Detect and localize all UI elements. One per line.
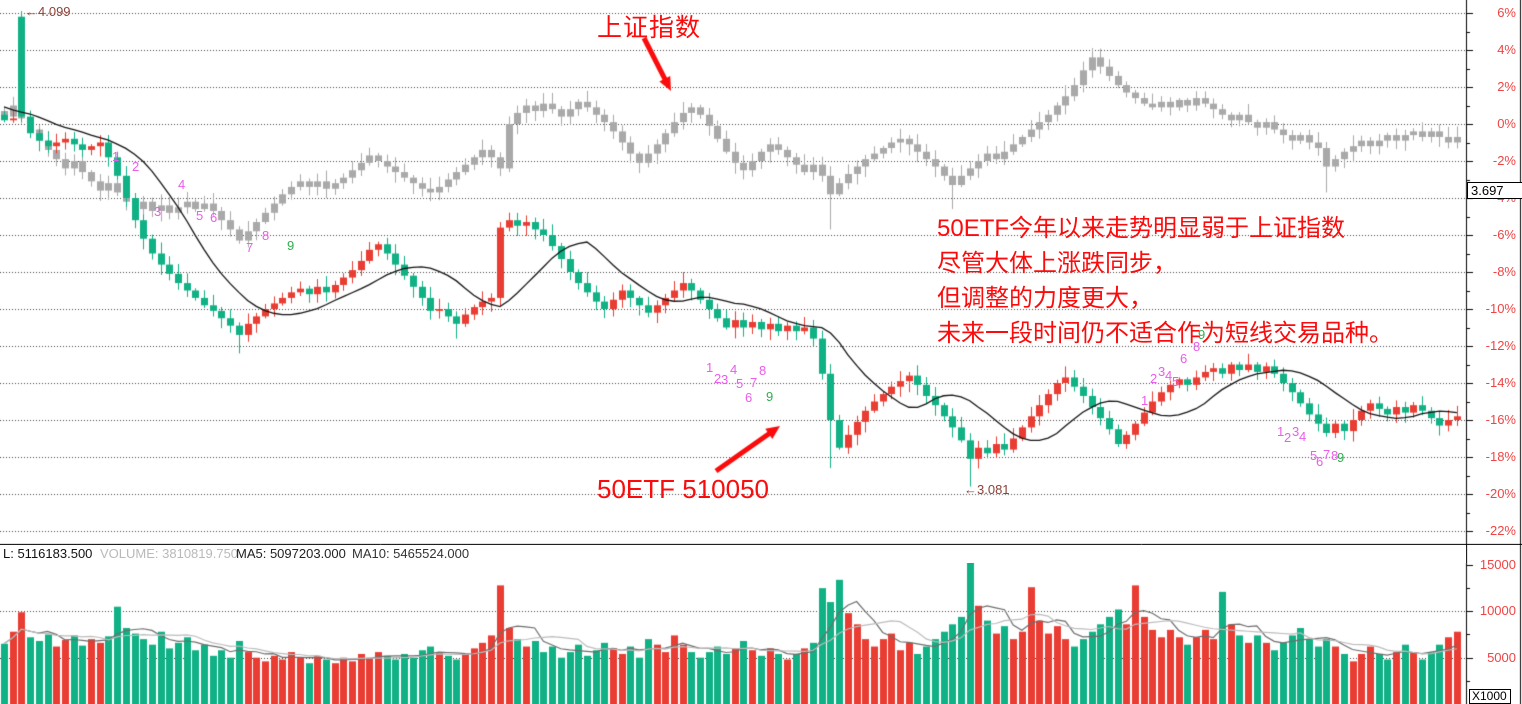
td9-marker-digit: 7: [750, 375, 758, 390]
commentary-block: 50ETF今年以来走势明显弱于上证指数 尽管大体上涨跌同步， 但调整的力度更大，…: [937, 211, 1393, 351]
td9-marker-digit: 2: [1284, 430, 1292, 445]
percent-tick-label: -12%: [1485, 338, 1516, 353]
percent-tick-label: -6%: [1492, 227, 1516, 242]
status-item: MA10: 5465524.000: [352, 546, 470, 561]
commentary-line: 未来一段时间仍不适合作为短线交易品种。: [937, 320, 1393, 347]
td9-marker-digit: 5: [196, 208, 204, 223]
td9-marker-digit: 2: [714, 371, 722, 386]
percent-tick-label: 6%: [1497, 5, 1516, 20]
percent-tick-label: -8%: [1492, 264, 1516, 279]
percent-tick-label: -14%: [1485, 375, 1516, 390]
percent-tick-label: 4%: [1497, 42, 1516, 57]
percent-tick-label: -10%: [1485, 301, 1516, 316]
td9-marker-digit: 3: [1292, 424, 1300, 439]
volume-tick-label: 5000: [1487, 649, 1516, 665]
td9-marker-nine: 9: [287, 238, 295, 253]
td9-marker-digit: 8: [262, 228, 270, 243]
status-bar: L: 5116183.500 VOLUME: 3810819.750 MA5: 50…: [0, 545, 1466, 563]
td9-marker-digit: 4: [1299, 429, 1307, 444]
status-item: L: 5116183.500: [3, 546, 93, 561]
td9-marker-nine: 9: [766, 389, 774, 404]
high-price-tag: ←4.099: [25, 4, 71, 19]
td9-marker-digit: 5: [1172, 374, 1180, 389]
volume-tick-label: 10000: [1479, 603, 1516, 619]
td9-marker-digit: 3: [154, 204, 162, 219]
index-annotation-label: 上证指数: [597, 14, 702, 42]
td9-marker-nine: 9: [1198, 327, 1206, 342]
td9-marker-digit: 3: [721, 372, 729, 387]
commentary-line: 50ETF今年以来走势明显弱于上证指数: [937, 215, 1346, 242]
td9-marker-digit: 7: [1323, 447, 1331, 462]
td9-marker-digit: 6: [210, 210, 218, 225]
td9-marker-digit: 2: [132, 159, 140, 174]
td9-marker-digit: 6: [1316, 454, 1324, 469]
td9-marker-digit: 6: [745, 390, 753, 405]
td9-marker-digit: 8: [1193, 339, 1201, 354]
td9-marker-digit: 7: [246, 240, 254, 255]
status-item: VOLUME: 3810819.750: [100, 546, 239, 561]
td9-marker-digit: 8: [1331, 448, 1339, 463]
etf-annotation-label: 50ETF 510050: [597, 474, 770, 504]
td9-marker-digit: 1: [706, 360, 714, 375]
td9-marker-digit: 5: [736, 376, 744, 391]
percent-tick-label: -20%: [1485, 486, 1516, 501]
td9-marker-digit: 8: [759, 363, 767, 378]
percent-tick-label: 2%: [1497, 79, 1516, 94]
td9-marker-digit: 5: [1310, 448, 1318, 463]
status-item: MA5: 5097203.000: [236, 546, 346, 561]
td9-marker-digit: 6: [1180, 351, 1188, 366]
td9-marker-nine: 9: [1337, 450, 1345, 465]
td9-marker-digit: 3: [1158, 364, 1166, 379]
td9-marker-digit: 4: [730, 362, 738, 377]
low-price-tag: ←3.081: [964, 482, 1010, 497]
commentary-line: 尽管大体上涨跌同步，: [937, 250, 1177, 277]
volume-unit-tag: X1000: [1469, 689, 1511, 704]
percent-tick-label: -22%: [1485, 523, 1516, 538]
volume-tick-label: 15000: [1479, 556, 1516, 572]
td9-marker-digit: 2: [1150, 371, 1158, 386]
td9-marker-digit: 1: [112, 149, 120, 164]
latest-price-tag: 3.697: [1467, 182, 1522, 199]
percent-tick-label: -18%: [1485, 449, 1516, 464]
commentary-line: 但调整的力度更大，: [937, 285, 1153, 312]
percent-tick-label: -16%: [1485, 412, 1516, 427]
td9-marker-digit: 1: [1277, 424, 1285, 439]
percent-tick-label: 0%: [1497, 116, 1516, 131]
td9-marker-digit: 1: [1141, 393, 1149, 408]
percent-tick-label: -2%: [1492, 153, 1516, 168]
td9-marker-digit: 4: [178, 177, 186, 192]
td9-marker-digit: 4: [1165, 368, 1173, 383]
